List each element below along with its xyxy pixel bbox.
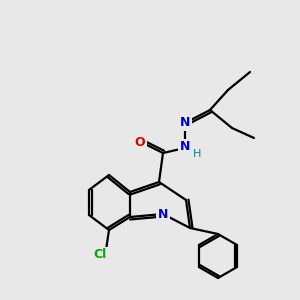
- Text: N: N: [180, 140, 190, 154]
- Text: N: N: [158, 208, 168, 220]
- Text: O: O: [135, 136, 145, 149]
- Text: Cl: Cl: [93, 248, 106, 262]
- Text: N: N: [180, 116, 190, 130]
- Text: H: H: [193, 149, 201, 159]
